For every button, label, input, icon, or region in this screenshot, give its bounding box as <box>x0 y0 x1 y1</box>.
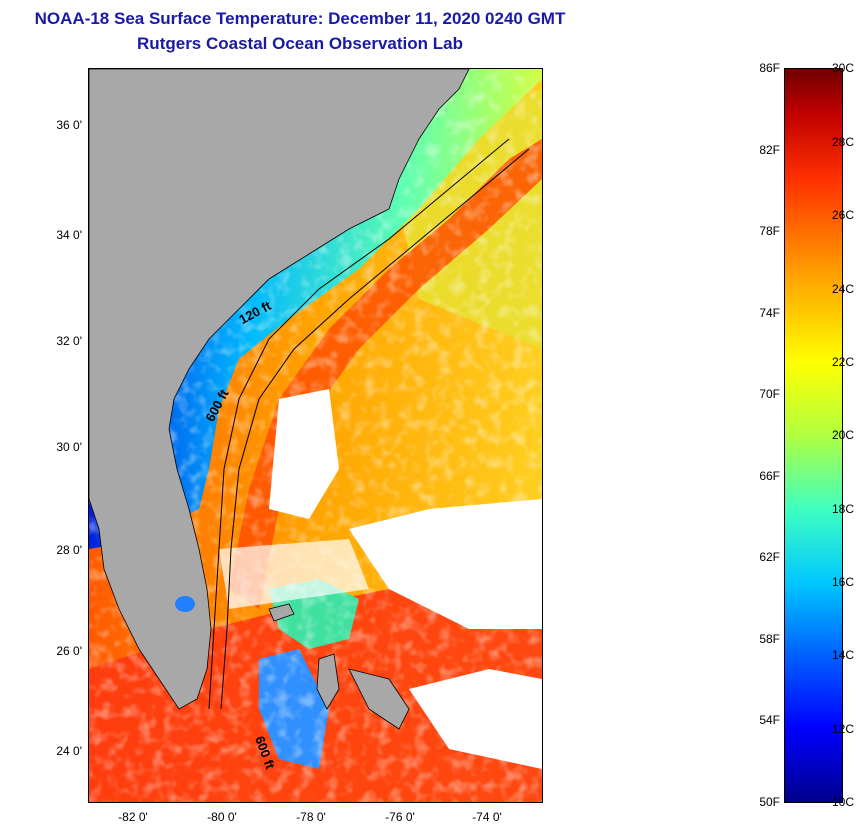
lon-label-74: -74 0' <box>472 810 502 824</box>
colorbar-label-22c: 22C <box>832 355 855 369</box>
contour-600ft <box>220 148 530 710</box>
colorbar-label-62f: 62F <box>759 550 780 564</box>
sst-map <box>88 68 543 803</box>
lon-label-82: -82 0' <box>118 810 148 824</box>
andros-island <box>316 653 340 710</box>
colorbar-label-10c: 10C <box>832 795 855 809</box>
colorbar-label-14c: 14C <box>832 648 855 662</box>
colorbar-label-12c: 12C <box>832 722 855 736</box>
colorbar-label-18c: 18C <box>832 502 855 516</box>
lat-label-28: 28 0' <box>56 543 82 557</box>
colorbar-label-26c: 26C <box>832 208 855 222</box>
colorbar-label-30c: 30C <box>832 61 855 75</box>
lon-label-76: -76 0' <box>385 810 415 824</box>
temperature-colorbar <box>784 68 843 803</box>
colorbar-label-16c: 16C <box>832 575 855 589</box>
colorbar-label-50f: 50F <box>759 795 780 809</box>
lat-label-36: 36 0' <box>56 118 82 132</box>
contour-120ft <box>208 138 510 710</box>
lon-label-78: -78 0' <box>296 810 326 824</box>
map-subtitle: Rutgers Coastal Ocean Observation Lab <box>137 34 463 53</box>
lat-label-30: 30 0' <box>56 440 82 454</box>
colorbar-label-74f: 74F <box>759 306 780 320</box>
sst-map-canvas <box>89 69 542 802</box>
lat-label-32: 32 0' <box>56 334 82 348</box>
colorbar-label-58f: 58F <box>759 632 780 646</box>
lat-label-34: 34 0' <box>56 228 82 242</box>
colorbar-label-20c: 20C <box>832 428 855 442</box>
lon-label-80: -80 0' <box>207 810 237 824</box>
colorbar-label-82f: 82F <box>759 143 780 157</box>
colorbar-label-66f: 66F <box>759 469 780 483</box>
lake-okeechobee <box>175 596 195 612</box>
map-title: NOAA-18 Sea Surface Temperature: Decembe… <box>34 9 566 28</box>
colorbar-label-78f: 78F <box>759 224 780 238</box>
colorbar-label-86f: 86F <box>759 61 780 75</box>
colorbar-label-70f: 70F <box>759 387 780 401</box>
land-mass <box>89 69 470 710</box>
colorbar-label-24c: 24C <box>832 282 855 296</box>
lat-label-24: 24 0' <box>56 744 82 758</box>
eleuthera-island <box>348 668 410 730</box>
grand-bahama-island <box>268 603 295 622</box>
lat-label-26: 26 0' <box>56 644 82 658</box>
colorbar-label-28c: 28C <box>832 135 855 149</box>
colorbar-label-54f: 54F <box>759 713 780 727</box>
